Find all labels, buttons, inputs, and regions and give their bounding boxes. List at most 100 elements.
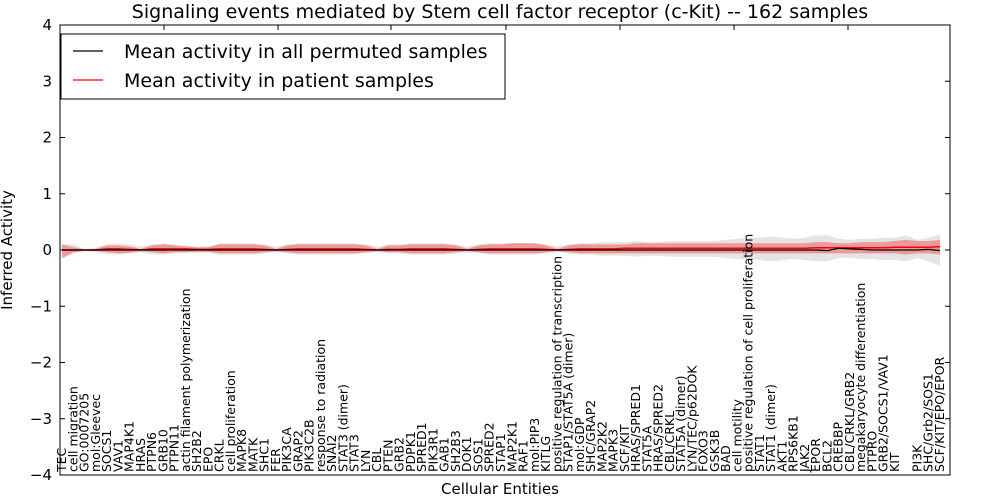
category-label: SCF/KIT/EPO/EPOR — [932, 356, 947, 472]
category-label: MAPK3 — [606, 429, 621, 472]
category-label: EPO — [200, 447, 215, 472]
category-label: MAP2K2 — [594, 421, 609, 472]
category-label: actin filament polymerization — [178, 288, 193, 472]
category-label: PIK3C2B — [302, 419, 317, 472]
category-label: KITLG — [538, 436, 553, 472]
category-label: RPS6KB1 — [786, 415, 801, 472]
category-label: FER — [268, 448, 283, 472]
category-label: CREBBP — [831, 422, 846, 472]
category-label: STAP1/STAT5A (dimer) — [561, 333, 576, 472]
y-tick-label: −2 — [30, 354, 52, 372]
chart-title: Signaling events mediated by Stem cell f… — [132, 1, 868, 23]
category-label: HRAS/SPRED2 — [651, 384, 666, 472]
category-label: HRAS/SPRED1 — [628, 384, 643, 472]
category-label: PTEN — [380, 440, 395, 472]
category-label: SPRED2 — [482, 422, 497, 472]
category-label: VAV1 — [110, 440, 125, 472]
category-label: TEC — [54, 447, 69, 473]
x-axis-label: Cellular Entities — [441, 480, 559, 498]
category-label: PIK3R1 — [426, 428, 441, 472]
plot-frame — [59, 24, 951, 476]
category-label: KIT — [887, 452, 902, 472]
category-label: BAD — [718, 445, 733, 472]
category-label: response to radiation — [313, 339, 328, 472]
category-label: MAP4K1 — [122, 421, 137, 472]
category-label: STAT5A — [639, 425, 654, 472]
category-label: SOS1 — [471, 438, 486, 472]
category-label: GRAP2 — [290, 430, 305, 472]
lines-layer — [62, 245, 941, 252]
category-label: STAT5A (dimer) — [673, 376, 688, 472]
y-axis-label: Inferred Activity — [0, 190, 16, 310]
y-tick-label: 1 — [42, 185, 52, 203]
x-axis — [163, 25, 849, 30]
category-label: DOK1 — [459, 436, 474, 472]
category-label: STAT3 — [347, 434, 362, 472]
category-label: MAP2K1 — [504, 421, 519, 472]
category-label: SH2B3 — [448, 430, 463, 472]
category-label: PI3K — [910, 444, 925, 472]
category-label: STAT1 (dimer) — [763, 384, 778, 472]
category-label: BCL2 — [819, 440, 834, 472]
category-label: SOCS1 — [99, 430, 114, 472]
category-label: cell proliferation — [223, 370, 238, 472]
y-tick-label: −3 — [30, 410, 52, 428]
category-label: STAT3 (dimer) — [335, 384, 350, 472]
y-tick-label: 4 — [42, 16, 52, 34]
category-label: GSK3B — [707, 430, 722, 472]
category-label: GAB1 — [437, 437, 452, 472]
category-label: GO:0007205 — [77, 393, 92, 472]
legend-box — [60, 33, 506, 100]
category-label: megakaryocyte differentiation — [853, 283, 868, 472]
category-label: PTPN11 — [167, 424, 182, 472]
y-tick-label: 0 — [42, 241, 52, 259]
category-label: PTPN6 — [144, 432, 159, 472]
category-label: AKT1 — [774, 441, 789, 472]
category-label: mol:GDP — [572, 417, 587, 472]
category-label: STAT1 — [752, 434, 767, 472]
category-label: MATK — [245, 437, 260, 472]
y-axis: 4 3 2 1 0 −1 −2 −3 −4 — [30, 16, 950, 484]
category-label: LYN — [358, 450, 373, 472]
category-label: HRAS — [133, 438, 148, 472]
category-label: mol:PIP3 — [527, 418, 542, 472]
category-label: CBL/CRKL — [662, 411, 677, 472]
category-label: EPOR — [808, 438, 823, 472]
category-label: SHC/GRAP2 — [583, 400, 598, 472]
category-label: FOXO3 — [696, 430, 711, 472]
category-label: CBL — [369, 448, 384, 472]
category-label: SCF/KIT — [617, 424, 632, 472]
category-label: GRB2 — [392, 437, 407, 472]
category-label: positive regulation of cell proliferatio… — [741, 234, 756, 472]
category-label: GRB2/SOCS1/VAV1 — [876, 354, 891, 472]
category-label: JAK2 — [797, 444, 812, 473]
category-label: SNAI2 — [324, 435, 339, 472]
y-tick-label: −1 — [30, 297, 52, 315]
category-label: PDPK1 — [403, 431, 418, 472]
category-label: LYN/TEC/p62DOK — [684, 365, 699, 472]
y-tick-label: −4 — [30, 466, 52, 484]
category-label: SPRED1 — [414, 422, 429, 472]
category-label: positive regulation of transcription — [549, 256, 564, 472]
category-label: mol:Gleevec — [88, 394, 103, 472]
category-label: cell migration — [65, 386, 80, 472]
category-label: MAPK8 — [234, 429, 249, 472]
category-label: STAP1 — [493, 433, 508, 472]
category-label: GRB10 — [155, 429, 170, 472]
category-label: SHC1 — [257, 438, 272, 472]
category-label: PIK3CA — [279, 427, 294, 472]
category-label: RAF1 — [516, 440, 531, 472]
category-label: SHC/Grb2/SOS1 — [921, 373, 936, 472]
y-tick-label: 2 — [42, 129, 52, 147]
legend-label-patient: Mean activity in patient samples — [124, 70, 434, 92]
legend-label-permuted: Mean activity in all permuted samples — [124, 41, 487, 63]
category-label: CBL/CRKL/GRB2 — [842, 372, 857, 472]
category-label: PTPRO — [865, 431, 880, 472]
category-label: SH2B2 — [189, 430, 204, 472]
legend: Mean activity in all permuted samples Me… — [60, 33, 506, 100]
line-permuted-dotted — [62, 247, 941, 252]
y-tick-label: 3 — [42, 72, 52, 90]
category-label: CRKL — [212, 439, 227, 472]
